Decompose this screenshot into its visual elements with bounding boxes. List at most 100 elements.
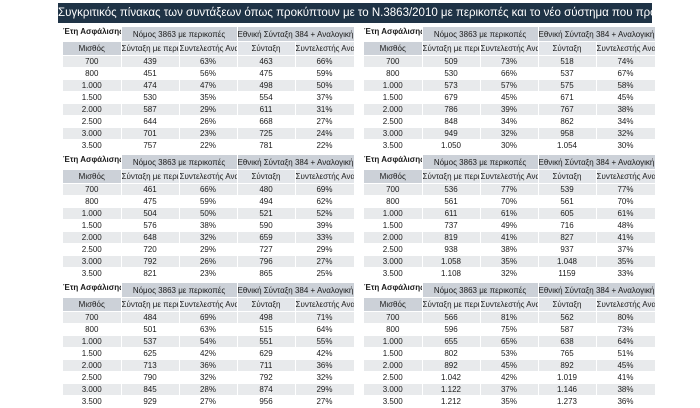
replacement-rate-cell: 39% <box>480 103 539 116</box>
table-row: 3.500 1.050 30% 1.054 30% <box>364 139 656 152</box>
pension-cut-cell: 938 <box>422 243 481 256</box>
column-header-replacement-rate: Συντελεστής Αναπλήρωσης <box>179 41 238 56</box>
group-header-new-proposal: Εθνική Σύνταξη 384 + Αναλογική Σύνταξη (… <box>538 155 656 170</box>
replacement-rate-cell: 42% <box>480 371 539 384</box>
column-header-replacement-rate: Συντελεστής Αναπλήρωσης <box>596 41 656 56</box>
salary-cell: 1.000 <box>364 207 423 220</box>
pension-cut-cell: 1.108 <box>422 267 481 280</box>
table-row: 700 484 69% 498 71% <box>63 311 355 324</box>
pension-cut-cell: 802 <box>422 347 481 360</box>
group-header-law-3863: Νόμος 3863 με περικοπές <box>422 283 539 298</box>
pension-cell: 765 <box>538 347 597 360</box>
salary-cell: 3.000 <box>63 127 122 140</box>
replacement-rate-cell: 31% <box>295 103 355 116</box>
pension-cell: 716 <box>538 219 597 232</box>
pension-cell: 605 <box>538 207 597 220</box>
replacement-rate-cell: 45% <box>596 359 656 372</box>
replacement-rate-cell: 41% <box>596 371 656 384</box>
column-header-salary: Μισθός <box>63 169 122 184</box>
replacement-rate-cell: 26% <box>179 115 238 128</box>
pension-cut-cell: 713 <box>121 359 180 372</box>
column-header-salary: Μισθός <box>63 41 122 56</box>
replacement-rate-cell: 57% <box>480 79 539 92</box>
table-row: 700 461 66% 480 69% <box>63 183 355 196</box>
salary-cell: 3.000 <box>364 127 423 140</box>
replacement-rate-cell: 33% <box>295 231 355 244</box>
group-header-new-proposal: Εθνική Σύνταξη 384 + Αναλογική Σύνταξη (… <box>237 27 355 42</box>
salary-cell: 2.500 <box>364 115 423 128</box>
pension-cell: 727 <box>237 243 296 256</box>
salary-cell: 2.000 <box>364 231 423 244</box>
replacement-rate-cell: 45% <box>596 91 656 104</box>
pension-cell: 494 <box>237 195 296 208</box>
replacement-rate-cell: 61% <box>480 207 539 220</box>
pension-cut-cell: 625 <box>121 347 180 360</box>
replacement-rate-cell: 61% <box>596 207 656 220</box>
pension-cut-cell: 892 <box>422 359 481 372</box>
replacement-rate-cell: 32% <box>295 371 355 384</box>
salary-cell: 1.500 <box>63 347 122 360</box>
replacement-rate-cell: 35% <box>480 395 539 408</box>
replacement-rate-cell: 64% <box>596 335 656 348</box>
replacement-rate-cell: 24% <box>295 127 355 140</box>
pension-cut-cell: 790 <box>121 371 180 384</box>
replacement-rate-cell: 29% <box>295 243 355 256</box>
column-header-replacement-rate: Συντελεστής Αναπλήρωσης <box>480 169 539 184</box>
table-row: 800 596 75% 587 73% <box>364 323 656 336</box>
column-header-replacement-rate: Συντελεστής Αναπλήρωσης <box>295 169 355 184</box>
replacement-rate-cell: 37% <box>596 243 656 256</box>
table-row: 3.000 1.122 37% 1.146 38% <box>364 383 656 396</box>
salary-cell: 3.500 <box>364 267 423 280</box>
insurance-years-label: Έτη Ασφάλισης 24 <box>364 27 423 42</box>
pension-cell: 796 <box>237 255 296 268</box>
replacement-rate-cell: 34% <box>480 115 539 128</box>
pension-cut-cell: 720 <box>121 243 180 256</box>
replacement-rate-cell: 59% <box>295 67 355 80</box>
replacement-rate-cell: 38% <box>480 243 539 256</box>
table-row: 1.500 530 35% 554 37% <box>63 91 355 104</box>
pension-cut-cell: 757 <box>121 139 180 152</box>
salary-cell: 700 <box>364 183 423 196</box>
pension-cut-cell: 484 <box>121 311 180 324</box>
table-row: 1.500 802 53% 765 51% <box>364 347 656 360</box>
pension-cell: 551 <box>237 335 296 348</box>
table-row: 2.500 790 32% 792 32% <box>63 371 355 384</box>
pension-cell: 521 <box>237 207 296 220</box>
replacement-rate-cell: 27% <box>295 115 355 128</box>
salary-cell: 2.000 <box>63 359 122 372</box>
pension-table: Έτη Ασφάλισης 30Νόμος 3863 με περικοπέςΕ… <box>364 283 656 408</box>
replacement-rate-cell: 59% <box>179 195 238 208</box>
table-row: 2.000 786 39% 767 38% <box>364 103 656 116</box>
replacement-rate-cell: 81% <box>480 311 539 324</box>
table-row: 700 566 81% 562 80% <box>364 311 656 324</box>
pension-cell: 668 <box>237 115 296 128</box>
table-row: 3.000 949 32% 958 32% <box>364 127 656 140</box>
salary-cell: 2.500 <box>63 243 122 256</box>
column-header-pension: Σύνταξη <box>237 297 296 312</box>
replacement-rate-cell: 37% <box>480 383 539 396</box>
salary-cell: 2.000 <box>364 359 423 372</box>
pension-cell: 498 <box>237 79 296 92</box>
table-row: 3.000 701 23% 725 24% <box>63 127 355 140</box>
replacement-rate-cell: 33% <box>596 267 656 280</box>
table-row: 1.000 504 50% 521 52% <box>63 207 355 220</box>
replacement-rate-cell: 73% <box>596 323 656 336</box>
salary-cell: 1.000 <box>63 335 122 348</box>
table-row: 2.500 938 38% 937 37% <box>364 243 656 256</box>
table-row: 800 530 66% 537 67% <box>364 67 656 80</box>
pension-cell: 537 <box>538 67 597 80</box>
table-row: 1.500 576 38% 590 39% <box>63 219 355 232</box>
table-row: 3.000 1.058 35% 1.048 35% <box>364 255 656 268</box>
replacement-rate-cell: 52% <box>295 207 355 220</box>
pension-cut-cell: 737 <box>422 219 481 232</box>
salary-cell: 2.000 <box>63 103 122 116</box>
replacement-rate-cell: 23% <box>179 267 238 280</box>
salary-cell: 800 <box>364 195 423 208</box>
replacement-rate-cell: 63% <box>179 55 238 68</box>
pension-cut-cell: 596 <box>422 323 481 336</box>
salary-cell: 700 <box>63 311 122 324</box>
salary-cell: 3.500 <box>63 267 122 280</box>
pension-cut-cell: 561 <box>422 195 481 208</box>
pension-cell: 874 <box>237 383 296 396</box>
table-row: 3.500 1.212 35% 1.273 36% <box>364 395 656 408</box>
